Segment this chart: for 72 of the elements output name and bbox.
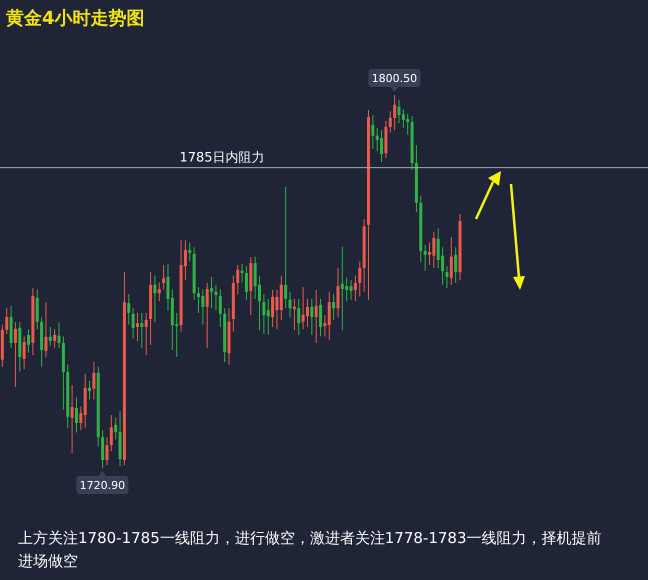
candlestick (332, 294, 336, 320)
candlestick (162, 264, 166, 290)
candlestick (354, 274, 357, 302)
candlestick (48, 326, 52, 346)
annotation: 1800.50 (372, 72, 418, 85)
candlestick (393, 95, 396, 131)
candlestick (306, 298, 309, 328)
candlestick (92, 362, 96, 400)
candlestick (406, 113, 410, 136)
candlestick (101, 430, 104, 468)
candlestick (58, 322, 61, 349)
candlestick (314, 289, 318, 344)
candlestick (240, 263, 244, 283)
candlestick (188, 242, 192, 262)
candlestick (340, 246, 344, 331)
candlestick (302, 286, 305, 330)
candlestick (319, 298, 322, 337)
candlestick (244, 266, 248, 300)
candlestick (432, 231, 436, 268)
candlestick (105, 436, 108, 466)
candlestick (127, 294, 130, 326)
candlestick (328, 291, 331, 341)
candlestick (402, 108, 405, 128)
candlestick (310, 298, 314, 336)
candlestick (36, 288, 39, 330)
candlestick (201, 288, 204, 326)
candlestick (88, 380, 92, 400)
candlestick (284, 186, 288, 309)
candlestick (236, 264, 240, 295)
candlestick (140, 312, 144, 349)
candlestick (376, 127, 379, 152)
candlestick (436, 228, 440, 269)
candlestick (254, 256, 257, 300)
candlestick (428, 242, 432, 266)
candlestick (450, 236, 453, 286)
candlestick (114, 417, 118, 440)
ref-line-label: 1785日内阻力 (179, 150, 265, 166)
candlestick (5, 308, 8, 334)
candlestick (214, 284, 218, 312)
candlestick (14, 322, 17, 388)
candlestick (454, 246, 458, 284)
candlestick (371, 114, 374, 150)
candlestick (153, 274, 156, 323)
candlestick (210, 276, 214, 309)
candlestick (158, 282, 161, 302)
candlestick (262, 294, 266, 334)
candlestick (424, 244, 427, 272)
candlestick (53, 328, 56, 349)
candlestick (218, 288, 222, 328)
annotation: 1720.90 (80, 479, 126, 492)
candlestick (74, 396, 78, 433)
candlestick (345, 277, 348, 302)
candlestick (132, 308, 135, 340)
candlestick (206, 282, 209, 349)
text: 上方关注1780-1785一线阻力，进行做空，激进者关注1778-1783一线阻力，择机提前进场做空 (18, 528, 603, 572)
candlestick (266, 298, 270, 336)
candlestick (358, 260, 362, 297)
candlestick (110, 414, 113, 452)
candlestick (271, 289, 274, 328)
candlestick (44, 302, 48, 358)
candlestick (297, 298, 300, 336)
candlestick (445, 266, 448, 289)
candlestick (22, 336, 26, 370)
candlestick (288, 291, 292, 318)
candlestick (136, 312, 139, 342)
candlestick (27, 328, 30, 354)
candlestick (197, 286, 200, 314)
candlestick (70, 384, 74, 454)
candlestick (144, 312, 148, 356)
candlestick (388, 110, 392, 133)
chart-title: 黄金4小时走势图 (6, 7, 145, 30)
candlestick (336, 267, 340, 318)
